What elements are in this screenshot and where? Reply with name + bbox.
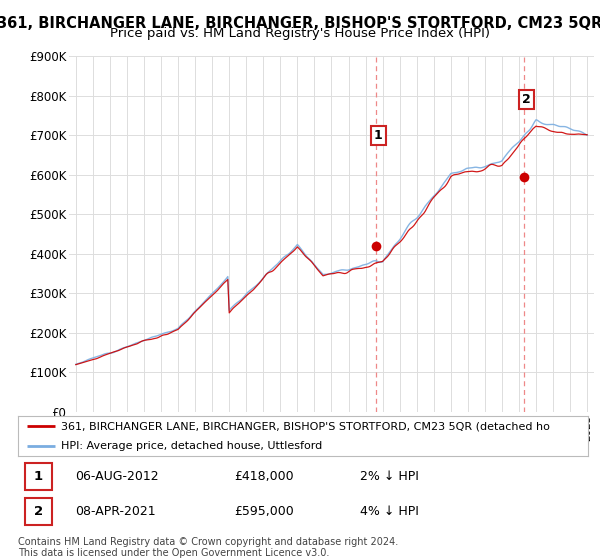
Text: £595,000: £595,000 — [235, 505, 295, 518]
Text: 2% ↓ HPI: 2% ↓ HPI — [360, 470, 419, 483]
Text: Price paid vs. HM Land Registry's House Price Index (HPI): Price paid vs. HM Land Registry's House … — [110, 27, 490, 40]
Text: 361, BIRCHANGER LANE, BIRCHANGER, BISHOP'S STORTFORD, CM23 5QR (detached ho: 361, BIRCHANGER LANE, BIRCHANGER, BISHOP… — [61, 421, 550, 431]
Text: 08-APR-2021: 08-APR-2021 — [75, 505, 155, 518]
Text: 1: 1 — [374, 129, 383, 142]
FancyBboxPatch shape — [25, 498, 52, 525]
Text: 06-AUG-2012: 06-AUG-2012 — [75, 470, 158, 483]
Text: 1: 1 — [34, 470, 43, 483]
Text: £418,000: £418,000 — [235, 470, 294, 483]
Text: 4% ↓ HPI: 4% ↓ HPI — [360, 505, 419, 518]
Text: Contains HM Land Registry data © Crown copyright and database right 2024.
This d: Contains HM Land Registry data © Crown c… — [18, 536, 398, 558]
Text: 2: 2 — [34, 505, 43, 518]
Text: 361, BIRCHANGER LANE, BIRCHANGER, BISHOP'S STORTFORD, CM23 5QR: 361, BIRCHANGER LANE, BIRCHANGER, BISHOP… — [0, 16, 600, 31]
Text: HPI: Average price, detached house, Uttlesford: HPI: Average price, detached house, Uttl… — [61, 441, 322, 451]
FancyBboxPatch shape — [25, 463, 52, 489]
Text: 2: 2 — [522, 93, 530, 106]
